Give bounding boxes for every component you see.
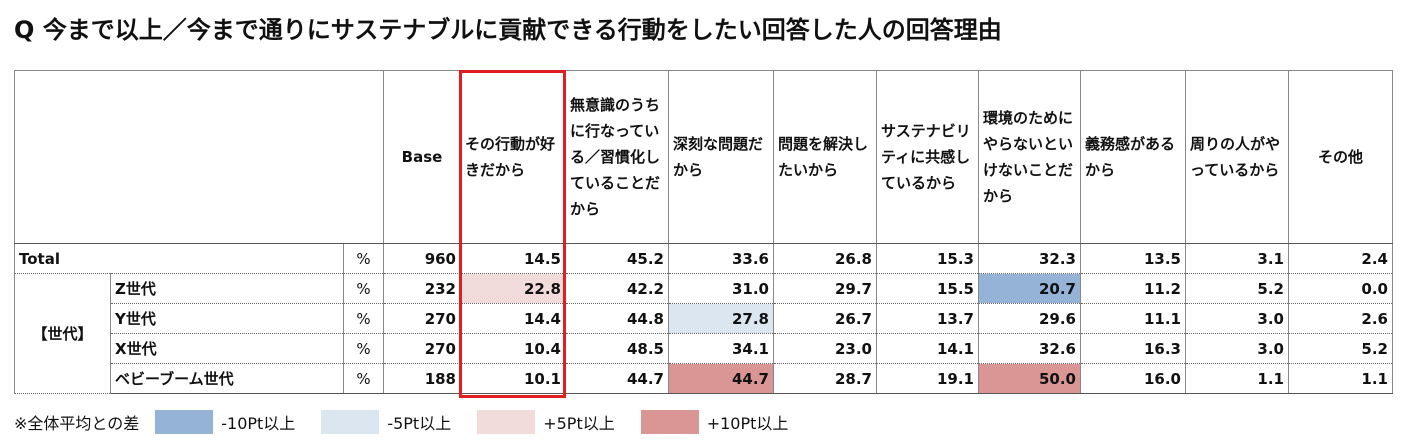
value-cell: 31.0 [668,273,774,304]
value-cell: 19.1 [876,363,979,394]
legend-label: -5Pt以上 [387,414,452,433]
value-cell: 5.2 [1288,333,1393,364]
value-cell: 29.6 [978,303,1081,334]
value-cell: 26.7 [773,303,877,334]
data-row: X世代% 270 10.4 48.5 34.1 23.0 14.1 32.6 16.3 3.0 5.… [15,333,1393,364]
value-cell: 44.8 [565,303,669,334]
value-cell: 2.4 [1288,243,1393,274]
header-cell: Base [383,70,461,244]
base-cell: 270 [383,303,461,334]
header-cell: その行動が好きだから [460,70,566,244]
value-cell: 28.7 [773,363,877,394]
value-cell: 48.5 [565,333,669,364]
value-cell: 27.8 [668,303,774,334]
value-cell: 2.6 [1288,303,1393,334]
value-cell: 44.7 [668,363,774,394]
header-cell: 深刻な問題だから [668,70,774,244]
unit-cell: % [343,303,384,334]
group-label: 【世代】 [14,273,111,394]
value-cell: 15.3 [876,243,979,274]
legend-swatch [155,410,214,434]
data-row: 【世代】 Z世代% 232 22.8 42.2 31.0 29.7 15.5 20.7 11.2 5… [14,273,1393,394]
value-cell: 22.8 [460,273,566,304]
value-cell: 13.7 [876,303,979,334]
header-cell: 無意識のうちに行なっている／習慣化していることだから [565,70,669,244]
value-cell: 16.3 [1080,333,1186,364]
value-cell: 32.3 [978,243,1081,274]
highlight-box [459,70,566,398]
legend-label: -10Pt以上 [221,414,296,433]
value-cell: 32.6 [978,333,1081,364]
legend-label: +10Pt以上 [706,414,789,433]
row-label: X世代 [110,333,344,364]
value-cell: 50.0 [978,363,1081,394]
value-cell: 23.0 [773,333,877,364]
value-cell: 26.8 [773,243,877,274]
value-cell: 3.0 [1185,303,1289,334]
header-cell: 周りの人がやっているから [1185,70,1289,244]
value-cell: 11.2 [1080,273,1186,304]
value-cell: 3.0 [1185,333,1289,364]
header-cell: 義務感があるから [1080,70,1186,244]
value-cell: 11.1 [1080,303,1186,334]
legend-swatch [477,410,536,434]
row-label: Z世代 [110,273,344,304]
value-cell: 42.2 [565,273,669,304]
header-cell: 問題を解決したいから [773,70,877,244]
value-cell: 45.2 [565,243,669,274]
value-cell: 15.5 [876,273,979,304]
base-cell: 232 [383,273,461,304]
row-label: Total [14,243,344,274]
value-cell: 3.1 [1185,243,1289,274]
table-body: Base その行動が好きだから 無意識のうちに行なっている／習慣化していることだから… [14,70,1393,394]
value-cell: 14.5 [460,243,566,274]
title: Q 今まで以上／今まで通りにサステナブルに貢献できる行動をしたい回答した人の回答… [14,16,1002,44]
data-row: Total% 960 14.5 45.2 33.6 26.8 15.3 32.3 13.5 3.1… [14,243,1393,274]
data-row: ベビーブーム世代% 188 10.1 44.7 44.7 28.7 19.1 50.0 16.0… [15,363,1393,394]
value-cell: 34.1 [668,333,774,364]
unit-cell: % [343,333,384,364]
corner-cell [14,70,384,244]
unit-cell: % [343,363,384,394]
data-row: Y世代% 270 14.4 44.8 27.8 26.7 13.7 29.6 11.1 3.0 2.… [15,303,1393,334]
base-cell: 188 [383,363,461,394]
row-label: ベビーブーム世代 [110,363,344,394]
value-cell: 13.5 [1080,243,1186,274]
value-cell: 1.1 [1288,363,1393,394]
header-cell: サステナビリティに共感しているから [876,70,979,244]
legend: ※全体平均との差 -10Pt以上 -5Pt以上 +5Pt以上 +10Pt以上 [14,410,798,434]
value-cell: 1.1 [1185,363,1289,394]
header-cell: その他 [1288,70,1393,244]
value-cell: 14.1 [876,333,979,364]
legend-swatch [321,410,380,434]
value-cell: 0.0 [1288,273,1393,304]
unit-cell: % [343,273,384,304]
header-row: Base その行動が好きだから 無意識のうちに行なっている／習慣化していることだから… [14,70,1393,244]
table: Base その行動が好きだから 無意識のうちに行なっている／習慣化していることだから… [14,70,1393,394]
unit-cell: % [343,243,384,274]
base-cell: 960 [383,243,461,274]
legend-swatch [640,410,699,434]
legend-label: +5Pt以上 [543,414,615,433]
value-cell: 33.6 [668,243,774,274]
value-cell: 16.0 [1080,363,1186,394]
value-cell: 29.7 [773,273,877,304]
value-cell: 5.2 [1185,273,1289,304]
value-cell: 10.1 [460,363,566,394]
header-cell: 環境のためにやらないといけないことだから [978,70,1081,244]
legend-title: ※全体平均との差 [14,414,140,433]
value-cell: 44.7 [565,363,669,394]
base-cell: 270 [383,333,461,364]
row-label: Y世代 [110,303,344,334]
value-cell: 20.7 [978,273,1081,304]
value-cell: 10.4 [460,333,566,364]
